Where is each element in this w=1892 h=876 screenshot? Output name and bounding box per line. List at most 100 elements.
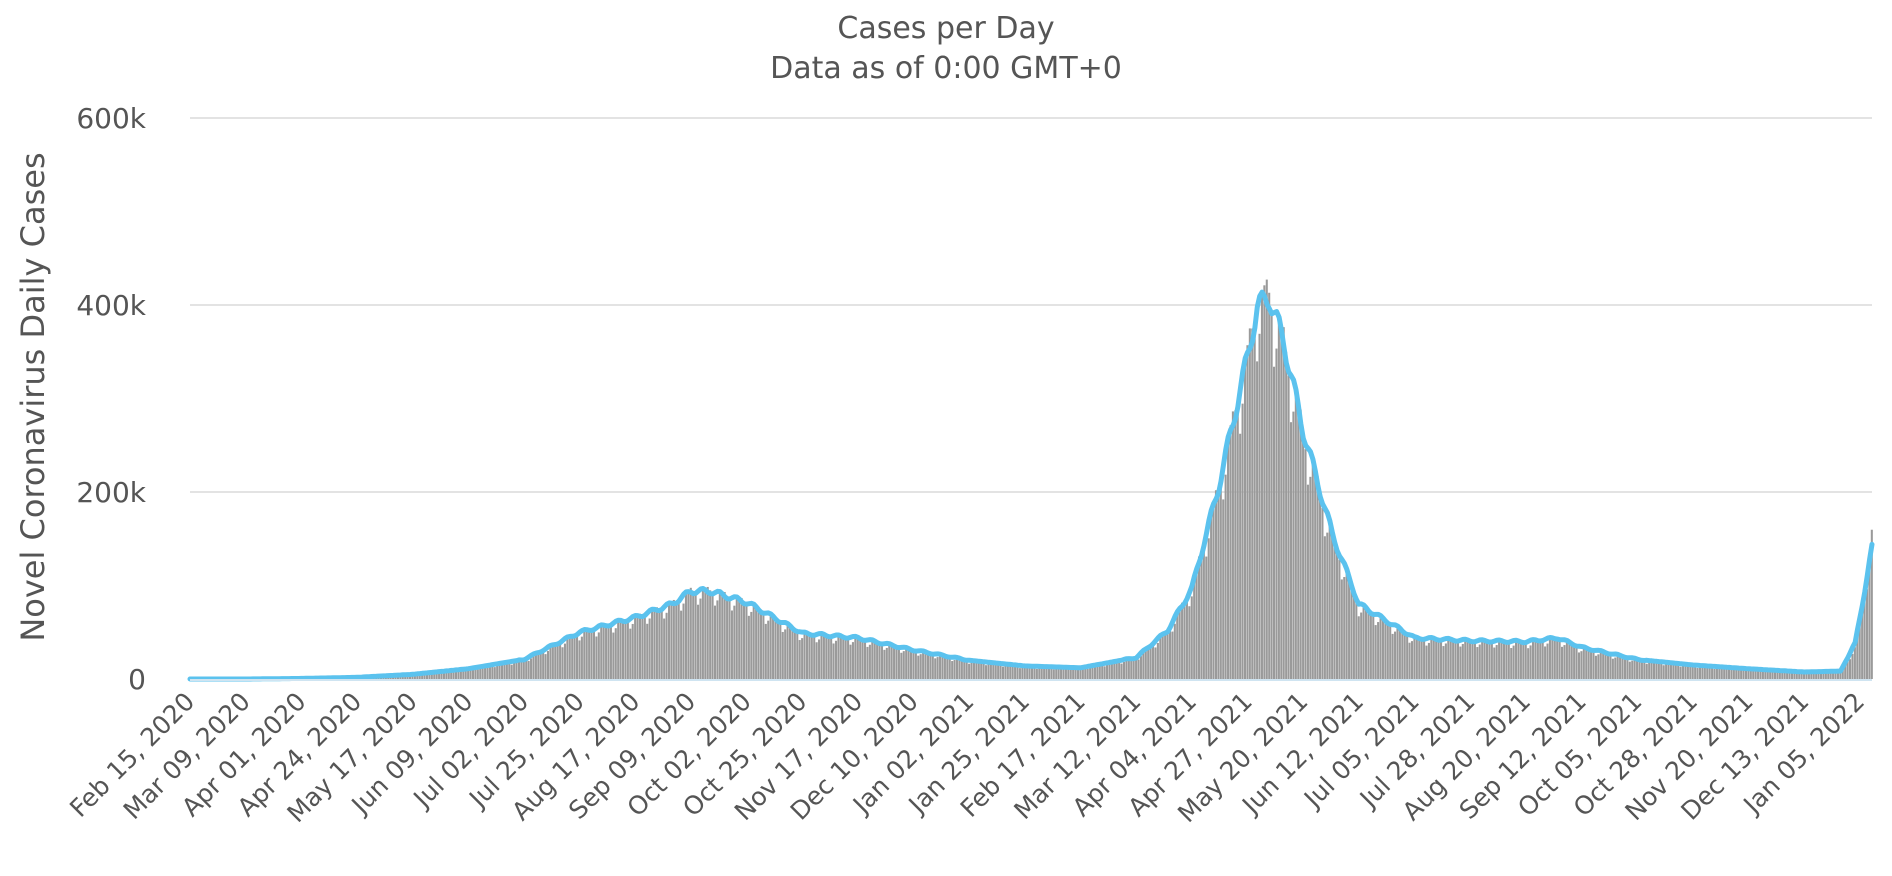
daily-case-bar — [1510, 648, 1513, 679]
daily-case-bar — [1035, 668, 1038, 679]
daily-case-bar — [922, 651, 925, 679]
daily-case-bar — [1152, 645, 1155, 679]
daily-case-bar — [1846, 660, 1849, 679]
daily-case-bar — [1694, 666, 1697, 679]
daily-case-bar — [1367, 607, 1370, 679]
daily-case-bar — [1587, 648, 1590, 679]
moving-average-line — [187, 289, 1875, 682]
daily-case-bar — [1420, 639, 1423, 679]
daily-case-bar — [1352, 592, 1355, 679]
daily-case-bar — [1432, 638, 1435, 679]
daily-case-bar — [847, 639, 850, 679]
daily-case-bar — [1374, 625, 1377, 679]
daily-case-bar — [1706, 666, 1709, 679]
daily-case-bar — [1297, 400, 1300, 679]
daily-case-bar — [752, 606, 755, 679]
daily-case-bar — [1790, 671, 1793, 679]
daily-case-bar — [687, 590, 690, 679]
daily-case-bar — [556, 643, 559, 679]
daily-case-bar — [1773, 670, 1777, 679]
daily-case-bar — [1517, 641, 1520, 679]
daily-case-bar — [1672, 663, 1675, 679]
daily-case-bar — [1807, 671, 1810, 679]
daily-case-bar — [1865, 589, 1869, 679]
daily-case-bar — [1449, 639, 1452, 679]
daily-case-bar — [1084, 668, 1087, 679]
daily-case-bar — [694, 594, 697, 679]
daily-case-bar — [1817, 672, 1820, 679]
daily-case-bar — [563, 643, 566, 679]
daily-case-bar — [1827, 671, 1830, 679]
daily-case-bar — [1396, 628, 1399, 679]
daily-case-bar — [1701, 666, 1704, 679]
daily-case-bar — [624, 620, 627, 679]
daily-case-bar — [423, 673, 426, 679]
y-tick-label: 200k — [76, 476, 146, 509]
daily-case-bar — [1132, 658, 1135, 679]
daily-case-bar — [1626, 658, 1629, 679]
daily-case-bar — [476, 669, 479, 679]
daily-case-bar — [1210, 513, 1213, 679]
daily-case-bar — [1026, 666, 1029, 679]
daily-case-bar — [1413, 638, 1416, 679]
daily-case-bar — [1038, 668, 1041, 679]
daily-case-bar — [542, 651, 545, 679]
daily-case-bar — [1476, 647, 1479, 679]
daily-case-bar — [864, 641, 867, 679]
daily-case-bar — [1493, 647, 1496, 679]
daily-case-bar — [1014, 665, 1017, 679]
daily-case-bar — [1302, 431, 1305, 679]
daily-case-bar — [1669, 662, 1672, 679]
daily-case-bar — [493, 667, 496, 679]
daily-case-bar — [1769, 670, 1772, 679]
daily-case-bar — [1060, 667, 1063, 679]
daily-case-bar — [1679, 666, 1682, 679]
daily-case-bar — [568, 636, 571, 679]
daily-case-bar — [571, 635, 574, 679]
daily-case-bar — [1519, 641, 1522, 679]
daily-case-bar — [1246, 345, 1249, 679]
daily-case-bar — [602, 625, 605, 679]
daily-case-bar — [924, 651, 927, 679]
daily-case-bar — [1236, 410, 1239, 679]
daily-case-bar — [1164, 631, 1167, 679]
daily-case-bar — [1425, 645, 1428, 679]
daily-case-bar — [1299, 409, 1302, 679]
daily-case-bar — [1522, 642, 1525, 679]
daily-case-bar — [481, 666, 484, 679]
daily-case-bar — [1418, 637, 1421, 679]
daily-case-bar — [832, 643, 835, 679]
daily-case-bar — [801, 638, 804, 679]
daily-case-bar — [762, 614, 765, 679]
daily-case-bar — [1454, 640, 1457, 679]
daily-case-bar — [474, 668, 477, 679]
daily-case-bar — [1720, 667, 1723, 679]
daily-case-bar — [1304, 449, 1307, 679]
daily-case-bar — [1033, 667, 1036, 679]
daily-case-bar — [1137, 659, 1140, 679]
daily-case-bar — [660, 610, 663, 679]
daily-case-bar — [508, 663, 511, 679]
daily-case-bar — [438, 672, 441, 679]
daily-case-bar — [667, 604, 671, 679]
daily-case-bar — [1159, 637, 1162, 679]
daily-case-bar — [450, 670, 453, 679]
daily-case-bar — [834, 640, 838, 679]
daily-case-bar — [486, 665, 489, 679]
daily-case-bar — [926, 652, 929, 679]
daily-case-bar — [859, 637, 862, 679]
daily-case-bar — [551, 645, 554, 679]
daily-case-bar — [1764, 671, 1767, 679]
daily-case-bar — [1185, 600, 1188, 679]
daily-case-bar — [1524, 644, 1527, 679]
daily-case-bar — [1742, 669, 1745, 679]
daily-case-bar — [1548, 639, 1551, 679]
daily-case-bar — [1858, 618, 1861, 679]
daily-case-bar — [1490, 643, 1493, 679]
daily-case-bar — [743, 601, 746, 679]
daily-case-bar — [842, 636, 845, 679]
daily-case-bar — [866, 646, 869, 679]
daily-case-bar — [488, 665, 491, 679]
daily-case-bar — [590, 629, 593, 679]
